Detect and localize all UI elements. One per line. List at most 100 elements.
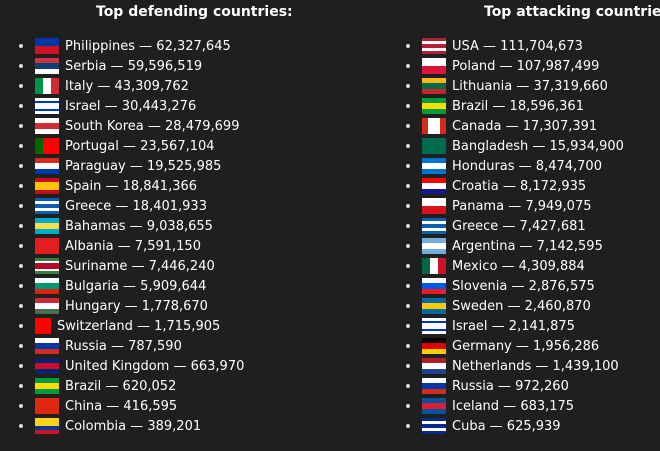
- list-item: Albania — 7,591,150: [0, 236, 244, 256]
- country-stat: Greece — 18,401,933: [65, 198, 207, 214]
- country-stat: Spain — 18,841,366: [65, 178, 198, 194]
- country-stat: Sweden — 2,460,870: [452, 298, 591, 314]
- bullet-icon: [19, 84, 23, 88]
- bullet-icon: [19, 284, 23, 288]
- country-stat: Albania — 7,591,150: [65, 238, 201, 254]
- flag-icon: [35, 318, 51, 334]
- list-item: Panama — 7,949,075: [386, 196, 624, 216]
- list-item: Israel — 30,443,276: [0, 96, 244, 116]
- country-stat: Croatia — 8,172,935: [452, 178, 587, 194]
- bullet-icon: [406, 264, 410, 268]
- flag-icon: [35, 338, 59, 354]
- defending-list: Philippines — 62,327,645 Serbia — 59,596,…: [0, 36, 244, 436]
- bullet-icon: [406, 64, 410, 68]
- flag-icon: [35, 158, 59, 174]
- list-item: China — 416,595: [0, 396, 244, 416]
- flag-icon: [422, 178, 446, 194]
- country-stat: Poland — 107,987,499: [452, 58, 600, 74]
- list-item: Hungary — 1,778,670: [0, 296, 244, 316]
- country-stat: Portugal — 23,567,104: [65, 138, 215, 154]
- bullet-icon: [406, 44, 410, 48]
- list-item: South Korea — 28,479,699: [0, 116, 244, 136]
- country-stat: Israel — 2,141,875: [452, 318, 575, 334]
- country-stat: Italy — 43,309,762: [65, 78, 189, 94]
- flag-icon: [422, 118, 446, 134]
- country-stat: Colombia — 389,201: [65, 418, 202, 434]
- flag-icon: [35, 418, 59, 434]
- bullet-icon: [19, 44, 23, 48]
- bullet-icon: [19, 224, 23, 228]
- country-stat: Iceland — 683,175: [452, 398, 575, 414]
- flag-icon: [35, 178, 59, 194]
- flag-icon: [422, 238, 446, 254]
- bullet-icon: [406, 204, 410, 208]
- list-item: Bangladesh — 15,934,900: [386, 136, 624, 156]
- list-item: Greece — 7,427,681: [386, 216, 624, 236]
- country-stat: Paraguay — 19,525,985: [65, 158, 222, 174]
- list-item: Poland — 107,987,499: [386, 56, 624, 76]
- list-item: Portugal — 23,567,104: [0, 136, 244, 156]
- country-stat: Greece — 7,427,681: [452, 218, 586, 234]
- defending-title: Top defending countries:: [96, 4, 293, 20]
- list-item: Philippines — 62,327,645: [0, 36, 244, 56]
- country-stat: Slovenia — 2,876,575: [452, 278, 595, 294]
- flag-icon: [422, 198, 446, 214]
- flag-icon: [35, 78, 59, 94]
- flag-icon: [422, 418, 446, 434]
- flag-icon: [35, 358, 59, 374]
- country-stat: Israel — 30,443,276: [65, 98, 197, 114]
- flag-icon: [35, 298, 59, 314]
- list-item: Sweden — 2,460,870: [386, 296, 624, 316]
- bullet-icon: [19, 384, 23, 388]
- country-stat: China — 416,595: [65, 398, 178, 414]
- country-stat: Lithuania — 37,319,660: [452, 78, 608, 94]
- bullet-icon: [406, 424, 410, 428]
- bullet-icon: [406, 84, 410, 88]
- country-stat: Suriname — 7,446,240: [65, 258, 215, 274]
- list-item: Colombia — 389,201: [0, 416, 244, 436]
- list-item: Iceland — 683,175: [386, 396, 624, 416]
- bullet-icon: [19, 324, 23, 328]
- country-stat: USA — 111,704,673: [452, 38, 583, 54]
- country-stat: Bulgaria — 5,909,644: [65, 278, 207, 294]
- bullet-icon: [406, 404, 410, 408]
- country-stat: Canada — 17,307,391: [452, 118, 598, 134]
- country-stat: Cuba — 625,939: [452, 418, 561, 434]
- country-stat: Mexico — 4,309,884: [452, 258, 585, 274]
- list-item: Slovenia — 2,876,575: [386, 276, 624, 296]
- list-item: Israel — 2,141,875: [386, 316, 624, 336]
- list-item: Bulgaria — 5,909,644: [0, 276, 244, 296]
- flag-icon: [35, 58, 59, 74]
- flag-icon: [35, 138, 59, 154]
- list-item: Cuba — 625,939: [386, 416, 624, 436]
- flag-icon: [422, 258, 446, 274]
- flag-icon: [422, 58, 446, 74]
- list-item: Lithuania — 37,319,660: [386, 76, 624, 96]
- country-stat: Argentina — 7,142,595: [452, 238, 603, 254]
- bullet-icon: [19, 164, 23, 168]
- flag-icon: [422, 358, 446, 374]
- list-item: USA — 111,704,673: [386, 36, 624, 56]
- list-item: Mexico — 4,309,884: [386, 256, 624, 276]
- bullet-icon: [406, 304, 410, 308]
- flag-icon: [35, 238, 59, 254]
- country-stat: Russia — 787,590: [65, 338, 182, 354]
- bullet-icon: [406, 164, 410, 168]
- list-item: Canada — 17,307,391: [386, 116, 624, 136]
- country-stat: United Kingdom — 663,970: [65, 358, 245, 374]
- flag-icon: [35, 98, 59, 114]
- bullet-icon: [406, 124, 410, 128]
- country-stat: Germany — 1,956,286: [452, 338, 600, 354]
- bullet-icon: [406, 284, 410, 288]
- list-item: Honduras — 8,474,700: [386, 156, 624, 176]
- bullet-icon: [406, 364, 410, 368]
- bullet-icon: [406, 144, 410, 148]
- flag-icon: [422, 78, 446, 94]
- list-item: Spain — 18,841,366: [0, 176, 244, 196]
- bullet-icon: [406, 344, 410, 348]
- list-item: Russia — 972,260: [386, 376, 624, 396]
- flag-icon: [35, 218, 59, 234]
- flag-icon: [35, 258, 59, 274]
- country-stat: Brazil — 620,052: [65, 378, 177, 394]
- attacking-list: USA — 111,704,673 Poland — 107,987,499 Lit…: [386, 36, 624, 436]
